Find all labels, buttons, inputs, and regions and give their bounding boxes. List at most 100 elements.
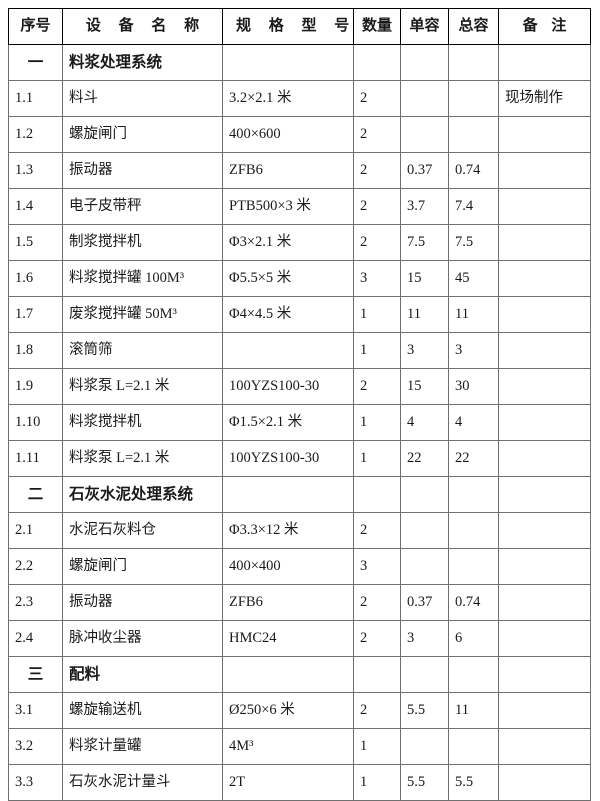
equipment-specification-table: 序号 设 备 名 称 规 格 型 号 数量 单容 总容 备 注 一料浆处理系统 1… bbox=[8, 8, 591, 801]
cell-no: 2.1 bbox=[8, 512, 63, 549]
cell-spec: 3.2×2.1 米 bbox=[222, 80, 354, 117]
cell-qty: 3 bbox=[353, 548, 401, 585]
cell-qty: 2 bbox=[353, 116, 401, 153]
cell-unit: 3 bbox=[400, 620, 449, 657]
cell-spec: PTB500×3 米 bbox=[222, 188, 354, 225]
cell-unit bbox=[400, 476, 449, 513]
cell-name: 振动器 bbox=[62, 152, 223, 189]
cell-spec bbox=[222, 44, 354, 81]
cell-qty: 3 bbox=[353, 260, 401, 297]
cell-no: 3.2 bbox=[8, 728, 63, 765]
cell-name: 石灰水泥处理系统 bbox=[62, 476, 223, 513]
cell-no: 1.9 bbox=[8, 368, 63, 405]
cell-unit: 4 bbox=[400, 404, 449, 441]
column-header-qty: 数量 bbox=[353, 8, 401, 45]
cell-total bbox=[448, 728, 499, 765]
cell-qty: 2 bbox=[353, 224, 401, 261]
cell-total: 45 bbox=[448, 260, 499, 297]
cell-unit bbox=[400, 116, 449, 153]
cell-total: 0.74 bbox=[448, 152, 499, 189]
cell-remark bbox=[498, 188, 591, 225]
cell-unit: 7.5 bbox=[400, 224, 449, 261]
cell-no: 3.1 bbox=[8, 692, 63, 729]
cell-unit: 22 bbox=[400, 440, 449, 477]
cell-total bbox=[448, 548, 499, 585]
cell-remark bbox=[498, 476, 591, 513]
cell-total: 22 bbox=[448, 440, 499, 477]
cell-remark bbox=[498, 656, 591, 693]
column-header-no: 序号 bbox=[8, 8, 63, 45]
column-header-name: 设 备 名 称 bbox=[62, 8, 223, 45]
cell-unit bbox=[400, 548, 449, 585]
cell-spec: Φ5.5×5 米 bbox=[222, 260, 354, 297]
cell-remark bbox=[498, 368, 591, 405]
cell-qty: 1 bbox=[353, 764, 401, 801]
cell-qty: 2 bbox=[353, 80, 401, 117]
cell-spec: 100YZS100-30 bbox=[222, 368, 354, 405]
cell-name: 螺旋闸门 bbox=[62, 116, 223, 153]
cell-name: 滚筒筛 bbox=[62, 332, 223, 369]
cell-spec: Φ3×2.1 米 bbox=[222, 224, 354, 261]
cell-total: 3 bbox=[448, 332, 499, 369]
cell-remark bbox=[498, 512, 591, 549]
column-header-unit: 单容 bbox=[400, 8, 449, 45]
cell-no: 1.1 bbox=[8, 80, 63, 117]
cell-spec: Φ1.5×2.1 米 bbox=[222, 404, 354, 441]
cell-remark bbox=[498, 296, 591, 333]
table-header-row: 序号 设 备 名 称 规 格 型 号 数量 单容 总容 备 注 bbox=[8, 8, 591, 45]
cell-total bbox=[448, 116, 499, 153]
cell-remark bbox=[498, 620, 591, 657]
cell-total: 30 bbox=[448, 368, 499, 405]
table-row: 2.3 振动器 ZFB6 2 0.37 0.74 bbox=[8, 584, 591, 621]
table-row: 1.2 螺旋闸门 400×600 2 bbox=[8, 116, 591, 153]
cell-unit: 5.5 bbox=[400, 764, 449, 801]
cell-total: 6 bbox=[448, 620, 499, 657]
cell-remark: 现场制作 bbox=[498, 80, 591, 117]
cell-spec: ZFB6 bbox=[222, 584, 354, 621]
cell-name: 振动器 bbox=[62, 584, 223, 621]
cell-name: 螺旋输送机 bbox=[62, 692, 223, 729]
cell-unit: 11 bbox=[400, 296, 449, 333]
column-header-spec: 规 格 型 号 bbox=[222, 8, 354, 45]
table-row: 1.7 废浆搅拌罐 50M³ Φ4×4.5 米 1 11 11 bbox=[8, 296, 591, 333]
cell-total: 4 bbox=[448, 404, 499, 441]
cell-name: 料浆搅拌机 bbox=[62, 404, 223, 441]
cell-qty: 1 bbox=[353, 728, 401, 765]
cell-no: 一 bbox=[8, 44, 63, 81]
cell-remark bbox=[498, 764, 591, 801]
cell-name: 电子皮带秤 bbox=[62, 188, 223, 225]
cell-unit bbox=[400, 656, 449, 693]
cell-name: 配料 bbox=[62, 656, 223, 693]
table-row: 1.6 料浆搅拌罐 100M³ Φ5.5×5 米 3 15 45 bbox=[8, 260, 591, 297]
cell-total: 11 bbox=[448, 296, 499, 333]
cell-qty: 2 bbox=[353, 584, 401, 621]
cell-remark bbox=[498, 404, 591, 441]
cell-remark bbox=[498, 224, 591, 261]
cell-no: 1.8 bbox=[8, 332, 63, 369]
cell-qty: 2 bbox=[353, 692, 401, 729]
table-section-row: 一料浆处理系统 bbox=[8, 44, 591, 81]
cell-spec: Ø250×6 米 bbox=[222, 692, 354, 729]
cell-name: 脉冲收尘器 bbox=[62, 620, 223, 657]
cell-name: 石灰水泥计量斗 bbox=[62, 764, 223, 801]
table-section-row: 三配料 bbox=[8, 656, 591, 693]
cell-name: 料浆计量罐 bbox=[62, 728, 223, 765]
cell-total bbox=[448, 656, 499, 693]
cell-remark bbox=[498, 116, 591, 153]
table-row: 1.3 振动器 ZFB6 2 0.37 0.74 bbox=[8, 152, 591, 189]
cell-spec: HMC24 bbox=[222, 620, 354, 657]
cell-unit: 15 bbox=[400, 368, 449, 405]
cell-spec: 4M³ bbox=[222, 728, 354, 765]
cell-no: 1.10 bbox=[8, 404, 63, 441]
cell-remark bbox=[498, 548, 591, 585]
cell-no: 二 bbox=[8, 476, 63, 513]
cell-name: 螺旋闸门 bbox=[62, 548, 223, 585]
cell-name: 料斗 bbox=[62, 80, 223, 117]
table-header: 序号 设 备 名 称 规 格 型 号 数量 单容 总容 备 注 bbox=[8, 8, 591, 45]
cell-no: 1.7 bbox=[8, 296, 63, 333]
cell-no: 3.3 bbox=[8, 764, 63, 801]
table-row: 3.1 螺旋输送机 Ø250×6 米 2 5.5 11 bbox=[8, 692, 591, 729]
cell-qty: 2 bbox=[353, 512, 401, 549]
